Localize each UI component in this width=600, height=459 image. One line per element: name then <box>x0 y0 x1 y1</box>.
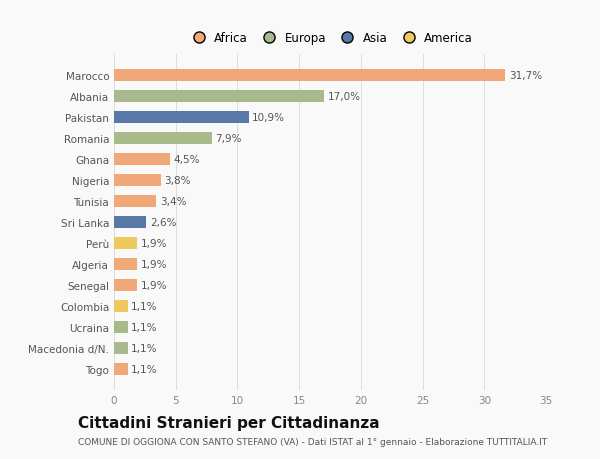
Bar <box>114 133 212 145</box>
Text: 1,9%: 1,9% <box>141 259 167 269</box>
Text: 3,8%: 3,8% <box>164 176 191 186</box>
Bar <box>114 70 505 82</box>
Text: 1,9%: 1,9% <box>141 280 167 291</box>
Text: 2,6%: 2,6% <box>150 218 176 228</box>
Text: 1,9%: 1,9% <box>141 239 167 248</box>
Legend: Africa, Europa, Asia, America: Africa, Europa, Asia, America <box>182 28 478 50</box>
Bar <box>114 301 128 312</box>
Bar <box>114 280 137 291</box>
Bar <box>114 322 128 333</box>
Bar <box>114 364 128 375</box>
Text: 1,1%: 1,1% <box>131 343 158 353</box>
Bar <box>114 259 137 270</box>
Bar <box>114 91 324 103</box>
Bar <box>114 112 248 123</box>
Text: 1,1%: 1,1% <box>131 302 158 311</box>
Text: 17,0%: 17,0% <box>328 92 361 102</box>
Text: 3,4%: 3,4% <box>160 197 186 207</box>
Bar <box>114 154 170 166</box>
Text: 1,1%: 1,1% <box>131 364 158 374</box>
Text: COMUNE DI OGGIONA CON SANTO STEFANO (VA) - Dati ISTAT al 1° gennaio - Elaborazio: COMUNE DI OGGIONA CON SANTO STEFANO (VA)… <box>78 437 547 446</box>
Text: 7,9%: 7,9% <box>215 134 242 144</box>
Text: 10,9%: 10,9% <box>252 113 285 123</box>
Bar <box>114 175 161 186</box>
Bar <box>114 196 156 207</box>
Text: 1,1%: 1,1% <box>131 322 158 332</box>
Bar <box>114 342 128 354</box>
Text: 31,7%: 31,7% <box>509 71 542 81</box>
Text: 4,5%: 4,5% <box>173 155 200 165</box>
Bar <box>114 238 137 249</box>
Text: Cittadini Stranieri per Cittadinanza: Cittadini Stranieri per Cittadinanza <box>78 415 380 431</box>
Bar <box>114 217 146 229</box>
